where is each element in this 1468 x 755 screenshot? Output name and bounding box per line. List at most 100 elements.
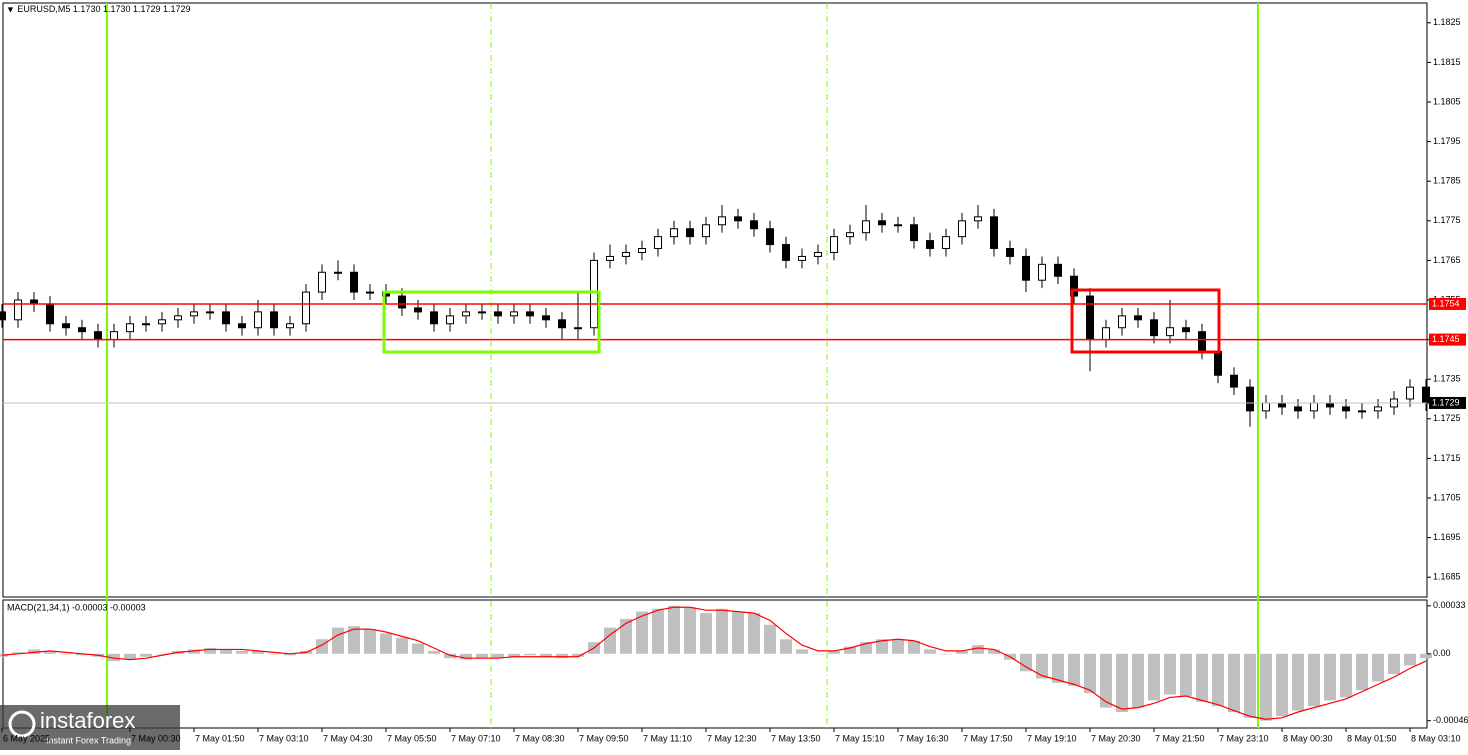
macd-bar bbox=[1196, 653, 1208, 702]
candle-body bbox=[1198, 331, 1206, 352]
candle-body bbox=[1054, 263, 1062, 277]
candle-body bbox=[398, 295, 406, 309]
candle-body bbox=[158, 319, 166, 325]
candle-body bbox=[1422, 386, 1430, 404]
x-tick-label: 7 May 21:50 bbox=[1155, 733, 1205, 743]
candle-body bbox=[1358, 410, 1366, 413]
candle-body bbox=[0, 311, 6, 321]
candle-body bbox=[590, 259, 598, 329]
macd-bar bbox=[716, 608, 728, 654]
candle-body bbox=[750, 220, 758, 230]
macd-bar bbox=[1420, 653, 1432, 659]
y-tick-label: 0.00033 bbox=[1433, 600, 1466, 610]
level-label-bg bbox=[1429, 396, 1466, 409]
candle-body bbox=[1214, 350, 1222, 376]
macd-bar bbox=[1260, 653, 1272, 721]
candle-body bbox=[478, 311, 486, 314]
macd-bar bbox=[508, 653, 520, 657]
macd-bar bbox=[396, 637, 408, 654]
macd-bar bbox=[332, 627, 344, 654]
macd-bar bbox=[28, 649, 40, 654]
x-tick-label: 8 May 03:10 bbox=[1411, 733, 1461, 743]
x-tick-label: 8 May 00:30 bbox=[1283, 733, 1333, 743]
candle-body bbox=[878, 220, 886, 226]
macd-bar bbox=[620, 618, 632, 654]
macd-bar bbox=[1116, 653, 1128, 712]
candle-body bbox=[1022, 255, 1030, 281]
candle-body bbox=[1278, 402, 1286, 408]
x-tick-label: 7 May 05:50 bbox=[387, 733, 437, 743]
candle-body bbox=[206, 311, 214, 314]
macd-bar bbox=[140, 653, 152, 657]
macd-bar bbox=[940, 653, 952, 655]
macd-bar bbox=[1084, 653, 1096, 694]
macd-bar bbox=[524, 653, 536, 656]
candle-body bbox=[334, 271, 342, 274]
candle-body bbox=[94, 331, 102, 341]
level-label: 1.1745 bbox=[1432, 334, 1460, 344]
macd-bar bbox=[108, 653, 120, 662]
macd-bar bbox=[924, 649, 936, 654]
candle-body bbox=[670, 228, 678, 238]
macd-bar bbox=[236, 650, 248, 654]
y-tick-label: 1.1715 bbox=[1433, 453, 1461, 463]
y-tick-label: 1.1775 bbox=[1433, 215, 1461, 225]
macd-bar bbox=[1132, 653, 1144, 708]
candle-body bbox=[1134, 315, 1142, 321]
candle-body bbox=[718, 216, 726, 226]
candle-body bbox=[1182, 327, 1190, 333]
macd-bar bbox=[492, 653, 504, 659]
macd-bar bbox=[636, 611, 648, 654]
candle-body bbox=[766, 228, 774, 246]
candle-body bbox=[958, 220, 966, 238]
candle-body bbox=[1246, 386, 1254, 412]
candle-body bbox=[270, 311, 278, 329]
macd-bar bbox=[908, 640, 920, 654]
x-tick-label: 7 May 23:10 bbox=[1219, 733, 1269, 743]
macd-bar bbox=[956, 650, 968, 654]
candle-body bbox=[574, 327, 582, 330]
candle-body bbox=[1038, 263, 1046, 281]
candle-body bbox=[686, 228, 694, 238]
candle-body bbox=[286, 323, 294, 329]
macd-bar bbox=[44, 650, 56, 654]
candle-body bbox=[190, 311, 198, 317]
macd-bar bbox=[1148, 653, 1160, 701]
macd-bar bbox=[844, 646, 856, 654]
x-tick-label: 7 May 00:30 bbox=[131, 733, 181, 743]
candle-body bbox=[174, 315, 182, 321]
macd-bar bbox=[268, 653, 280, 655]
macd-bar bbox=[604, 627, 616, 654]
macd-bar bbox=[732, 611, 744, 654]
macd-bar bbox=[1388, 653, 1400, 675]
level-label: 1.1729 bbox=[1432, 397, 1460, 407]
x-tick-label: 7 May 17:50 bbox=[963, 733, 1013, 743]
candle-body bbox=[350, 271, 358, 293]
candle-body bbox=[702, 224, 710, 238]
x-tick-label: 7 May 15:10 bbox=[835, 733, 885, 743]
candle-body bbox=[1230, 374, 1238, 388]
x-tick-label: 7 May 16:30 bbox=[899, 733, 949, 743]
watermark: instaforex Instant Forex Trading bbox=[0, 705, 180, 750]
y-tick-label: 1.1685 bbox=[1433, 572, 1461, 582]
macd-bar bbox=[1308, 653, 1320, 707]
candle-body bbox=[366, 291, 374, 294]
candle-body bbox=[142, 323, 150, 326]
macd-bar bbox=[460, 653, 472, 660]
x-tick-label: 8 May 01:50 bbox=[1347, 733, 1397, 743]
candle-body bbox=[110, 331, 118, 341]
candle-body bbox=[654, 236, 662, 250]
macd-bar bbox=[1340, 653, 1352, 698]
candle-body bbox=[446, 315, 454, 325]
candle-body bbox=[1342, 406, 1350, 412]
y-tick-label: 1.1695 bbox=[1433, 532, 1461, 542]
macd-bar bbox=[364, 629, 376, 654]
candle-body bbox=[638, 248, 646, 253]
candle-body bbox=[1150, 319, 1158, 337]
candle-body bbox=[1294, 406, 1302, 412]
candle-body bbox=[1086, 295, 1094, 341]
level-label: 1.1754 bbox=[1432, 298, 1460, 308]
y-tick-label: 1.1725 bbox=[1433, 413, 1461, 423]
candle-body bbox=[318, 271, 326, 293]
